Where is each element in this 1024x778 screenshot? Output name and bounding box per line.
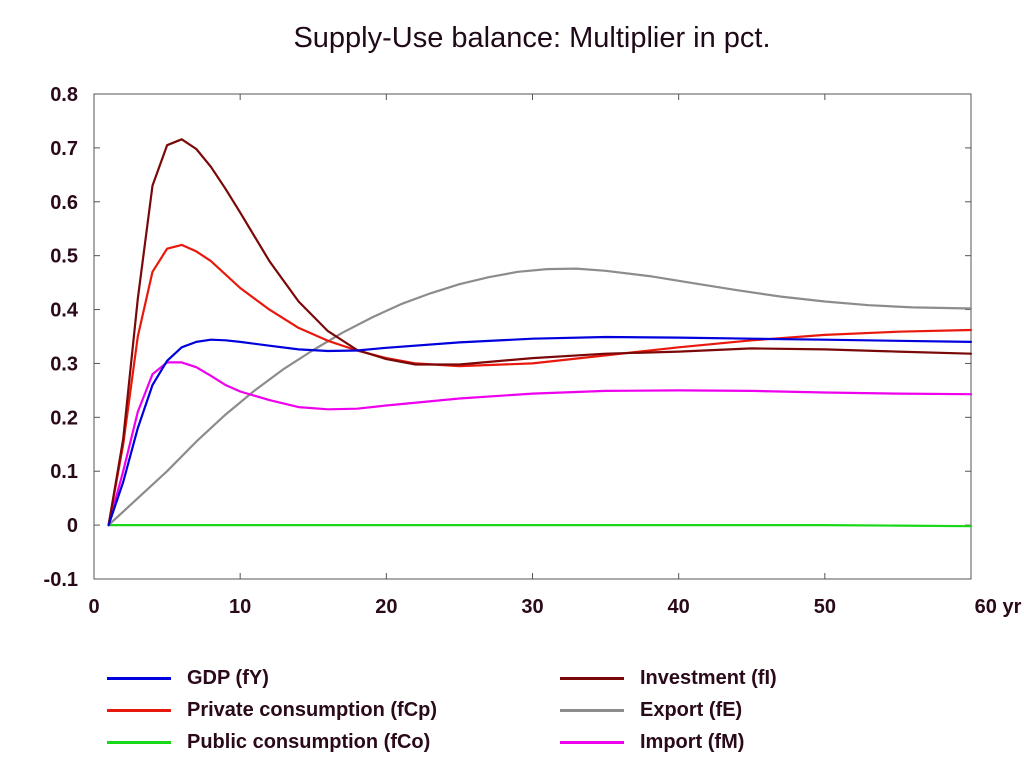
legend-label: Investment (fI) xyxy=(640,666,777,689)
series-line-0 xyxy=(107,335,973,527)
legend-label: Private consumption (fCp) xyxy=(187,698,438,721)
y-tick-label: 0.8 xyxy=(50,84,78,106)
x-tick-label: 20 xyxy=(375,596,397,618)
series-line-1 xyxy=(107,243,973,527)
y-tick-label: 0 xyxy=(67,515,78,537)
legend-swatch xyxy=(107,708,171,712)
series-line-4 xyxy=(107,267,973,527)
legend-label: Import (fM) xyxy=(640,730,745,753)
legend-swatch xyxy=(560,740,624,744)
legend-label: GDP (fY) xyxy=(187,666,269,689)
x-tick-label: 10 xyxy=(229,596,251,618)
axis-ticks: -0.1 0 0.1 0.2 0.3 0.4 0.5 0.6 0.7 0.8 0 10 20 30 40 50… xyxy=(44,84,1022,618)
legend-swatch xyxy=(560,676,624,680)
series-lines xyxy=(107,138,973,528)
legend-item: Import (fM) xyxy=(560,730,744,754)
series-line-5 xyxy=(107,361,973,527)
y-tick-label: 0.6 xyxy=(50,192,78,214)
x-tick-label: 40 xyxy=(668,596,690,618)
x-tick-label: 50 xyxy=(814,596,836,618)
x-tick-label: 60 yr xyxy=(975,596,1022,618)
legend-item: Private consumption (fCp) xyxy=(107,698,437,722)
chart-title: Supply-Use balance: Multiplier in pct. xyxy=(293,22,771,54)
plot-frame xyxy=(93,93,972,580)
legend-item: Public consumption (fCo) xyxy=(107,730,430,754)
legend-item: Export (fE) xyxy=(560,698,742,722)
x-tick-label: 30 xyxy=(521,596,543,618)
y-tick-label: 0.1 xyxy=(50,461,78,483)
series-line-2 xyxy=(107,523,973,528)
y-tick-label: 0.7 xyxy=(50,138,78,160)
legend-swatch xyxy=(560,708,624,712)
legend-item: Investment (fI) xyxy=(560,666,777,690)
legend-item: GDP (fY) xyxy=(107,666,269,690)
x-tick-label: 0 xyxy=(88,596,99,618)
legend-swatch xyxy=(107,740,171,744)
legend-label: Export (fE) xyxy=(640,698,743,721)
y-tick-label: 0.5 xyxy=(50,246,78,268)
y-tick-label: -0.1 xyxy=(44,569,78,591)
y-tick-label: 0.3 xyxy=(50,353,78,375)
legend-swatch xyxy=(107,676,171,680)
series-line-3 xyxy=(107,138,973,527)
legend-label: Public consumption (fCo) xyxy=(187,730,431,753)
y-tick-label: 0.2 xyxy=(50,407,78,429)
y-tick-label: 0.4 xyxy=(50,300,79,322)
